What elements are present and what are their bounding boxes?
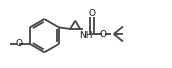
- Text: O: O: [99, 30, 106, 38]
- Text: O: O: [15, 40, 22, 48]
- Text: NH: NH: [80, 31, 93, 40]
- Text: O: O: [89, 9, 96, 18]
